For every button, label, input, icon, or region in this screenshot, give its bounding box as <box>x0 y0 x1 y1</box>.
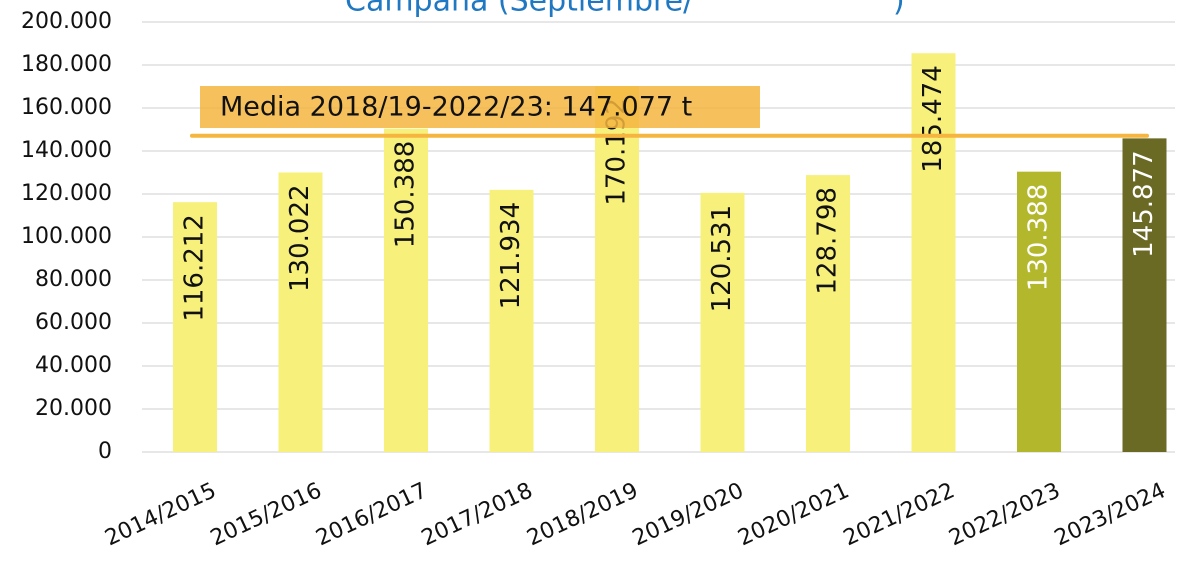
x-tick-label: 2021/2022 <box>840 478 959 551</box>
y-tick-label: 20.000 <box>35 396 112 421</box>
y-tick-label: 200.000 <box>21 9 112 34</box>
bar <box>700 192 745 453</box>
bar <box>173 202 217 452</box>
y-tick-label: 80.000 <box>35 267 112 292</box>
chart-title: Campaña (Septiembre/ <box>345 0 694 19</box>
x-tick-label: 2014/2015 <box>101 478 220 551</box>
y-tick-label: 120.000 <box>21 181 112 206</box>
y-tick-label: 160.000 <box>21 95 112 120</box>
y-tick-label: 100.000 <box>21 224 112 249</box>
bar <box>1017 171 1061 452</box>
value-label: 120.531 <box>707 205 737 313</box>
value-label: 128.798 <box>813 187 843 295</box>
bar <box>278 172 323 452</box>
value-label: 121.934 <box>496 202 526 310</box>
value-label: 116.212 <box>180 214 210 322</box>
bar <box>489 189 534 452</box>
x-tick-label: 2019/2020 <box>629 478 748 551</box>
y-tick-label: 0 <box>98 439 112 464</box>
bar <box>384 128 428 452</box>
y-tick-label: 140.000 <box>21 138 112 163</box>
y-tick-label: 180.000 <box>21 52 112 77</box>
value-label: 185.474 <box>918 65 948 173</box>
y-tick-label: 40.000 <box>35 353 112 378</box>
x-tick-label: 2016/2017 <box>312 478 431 551</box>
x-tick-label: 2022/2023 <box>945 478 1064 551</box>
x-tick-label: 2023/2024 <box>1051 478 1170 551</box>
reference-label: Media 2018/19-2022/23: 147.077 t <box>220 92 692 123</box>
bar <box>1122 138 1167 453</box>
reference-label-box <box>200 86 760 128</box>
value-label: 130.022 <box>285 184 315 292</box>
x-tick-label: 2015/2016 <box>207 478 326 551</box>
x-tick-label: 2018/2019 <box>523 478 642 551</box>
y-tick-label: 60.000 <box>35 310 112 335</box>
x-tick-label: 2017/2018 <box>418 478 537 551</box>
value-label: 130.388 <box>1024 184 1054 292</box>
x-tick-label: 2020/2021 <box>734 478 853 551</box>
chart-title: ) <box>893 0 905 19</box>
value-label: 145.877 <box>1129 150 1159 258</box>
bar <box>911 53 956 453</box>
bar <box>595 86 639 453</box>
value-label: 150.388 <box>391 141 421 249</box>
bar <box>806 175 850 453</box>
